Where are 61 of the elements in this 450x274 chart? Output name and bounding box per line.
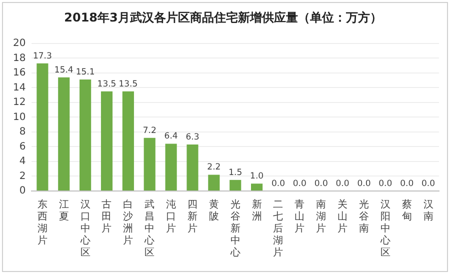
x-tick-label: 汉口中心区: [79, 198, 90, 259]
x-tick-label: 青山片: [294, 198, 305, 235]
data-label: 15.4: [54, 65, 74, 76]
data-label: 0.0: [336, 178, 350, 189]
y-tick-label: 12: [12, 97, 26, 108]
data-label: 2.2: [207, 162, 221, 173]
bar: [80, 80, 92, 190]
data-label: 6.4: [164, 132, 178, 142]
y-tick-label: 18: [12, 52, 26, 64]
chart-title: 2018年3月武汉各片区商品住宅新增供应量（单位：万方）: [64, 10, 382, 24]
data-label: 0.0: [292, 178, 306, 189]
x-tick-label: 二七后湖片: [273, 200, 284, 259]
y-tick-label: 4: [19, 156, 26, 168]
data-label: 6.3: [186, 132, 200, 142]
x-tick-label: 武昌中心区: [144, 198, 155, 259]
data-label: 1.0: [250, 172, 264, 182]
bar: [36, 63, 48, 190]
data-label: 13.5: [97, 79, 116, 90]
y-tick-label: 10: [12, 112, 26, 123]
y-tick-label: 16: [12, 68, 26, 79]
x-tick-label: 光谷新中心: [229, 198, 240, 259]
y-tick-label: 0: [19, 186, 26, 197]
x-tick-label: 沌口片: [166, 198, 176, 235]
bar: [208, 174, 220, 190]
data-label: 17.3: [32, 51, 52, 62]
data-label: 0.0: [378, 178, 392, 189]
bar: [230, 180, 242, 190]
x-tick-label: 汉阳中心区: [379, 198, 390, 259]
bar: [144, 138, 156, 190]
bar: [58, 77, 70, 190]
x-tick-label: 新洲: [252, 198, 262, 223]
y-tick-label: 8: [19, 126, 26, 138]
x-tick-label: 光谷南: [358, 198, 369, 235]
data-label: 0.0: [422, 178, 436, 189]
data-label: 0.0: [314, 178, 328, 189]
x-tick-label: 东西湖片: [37, 198, 48, 247]
bar: [122, 91, 134, 190]
data-label: 15.1: [76, 68, 95, 78]
x-tick-label: 蔡甸: [402, 198, 412, 223]
data-label: 0.0: [400, 178, 414, 189]
x-tick-label: 江夏: [58, 198, 69, 223]
data-label: 0.0: [271, 178, 285, 189]
data-label: 7.2: [142, 126, 156, 136]
data-label: 0.0: [357, 178, 371, 189]
y-tick-label: 14: [12, 82, 26, 94]
bar: [165, 144, 177, 190]
x-tick-label: 汉南: [423, 198, 434, 223]
x-tick-label: 南湖片: [316, 198, 326, 235]
bar: [100, 91, 113, 190]
data-label: 1.5: [228, 168, 242, 178]
x-tick-label: 古田片: [102, 198, 112, 235]
y-tick-label: 2: [19, 170, 26, 182]
y-tick-label: 20: [12, 38, 26, 49]
x-tick-label: 白沙洲片: [123, 198, 134, 247]
y-tick-label: 6: [19, 141, 26, 152]
bar: [251, 184, 263, 190]
data-label: 13.5: [118, 79, 138, 90]
x-tick-label: 四新片: [187, 200, 198, 235]
x-tick-label: 关山片: [338, 198, 348, 235]
x-tick-label: 黄陂: [208, 198, 219, 223]
bar: [186, 144, 198, 190]
